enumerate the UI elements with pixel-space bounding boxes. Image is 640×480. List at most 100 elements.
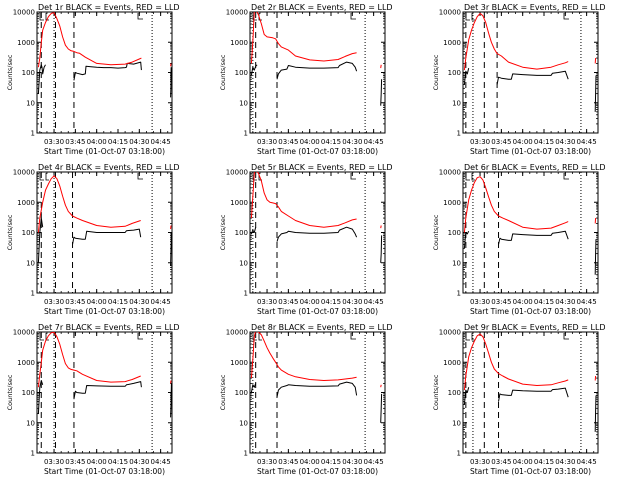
attenuator-bracket bbox=[465, 13, 475, 21]
x-tick-label: 04:15 bbox=[108, 298, 128, 306]
lld-series-line bbox=[463, 333, 569, 391]
detector-panel: Det 6r BLACK = Events, RED = LLD Counts/s… bbox=[432, 163, 606, 316]
x-tick-label: 04:30 bbox=[342, 298, 362, 306]
attenuator-bracket bbox=[39, 173, 49, 181]
y-axis-label: Counts/sec bbox=[219, 214, 227, 250]
x-tick-label: 04:30 bbox=[129, 138, 149, 146]
y-tick-label: 1000 bbox=[17, 39, 35, 47]
x-tick-label: 03:45 bbox=[491, 458, 511, 466]
y-tick-label: 10000 bbox=[226, 9, 248, 17]
x-tick-label: 04:00 bbox=[513, 138, 533, 146]
x-axis-label: Start Time (01-Oct-07 03:18:00) bbox=[257, 467, 378, 476]
chart-title: Det 5r BLACK = Events, RED = LLD bbox=[251, 163, 393, 172]
y-tick-label: 10000 bbox=[13, 169, 35, 177]
attenuator-bracket bbox=[563, 333, 569, 340]
y-tick-label: 1000 bbox=[443, 359, 461, 367]
x-tick-label: 03:45 bbox=[65, 458, 85, 466]
detector-panel: Det 5r BLACK = Events, RED = LLD Counts/s… bbox=[219, 163, 393, 316]
x-tick-label: 04:15 bbox=[534, 138, 554, 146]
x-tick-label: 03:30 bbox=[470, 298, 490, 306]
attenuator-bracket bbox=[39, 13, 49, 21]
events-series-line bbox=[463, 387, 470, 405]
x-tick-label: 04:15 bbox=[108, 458, 128, 466]
attenuator-bracket bbox=[563, 13, 569, 20]
attenuator-bracket bbox=[137, 13, 143, 20]
x-tick-label: 04:15 bbox=[321, 298, 341, 306]
x-tick-label: 04:45 bbox=[151, 298, 171, 306]
lld-series-line bbox=[250, 172, 357, 228]
x-tick-label: 03:45 bbox=[491, 298, 511, 306]
y-tick-label: 10 bbox=[452, 99, 461, 107]
y-axis-label: Counts/sec bbox=[219, 54, 227, 90]
x-axis-label: Start Time (01-Oct-07 03:18:00) bbox=[257, 307, 378, 316]
events-series-line bbox=[276, 381, 358, 398]
attenuator-bracket bbox=[465, 333, 475, 341]
y-tick-label: 100 bbox=[22, 229, 35, 237]
y-tick-label: 1 bbox=[457, 450, 461, 458]
lld-series-line bbox=[463, 12, 569, 71]
x-tick-label: 03:45 bbox=[65, 298, 85, 306]
chart-title: Det 2r BLACK = Events, RED = LLD bbox=[251, 3, 393, 12]
y-tick-label: 100 bbox=[235, 69, 248, 77]
y-tick-label: 1 bbox=[244, 290, 248, 298]
detector-panel: Det 9r BLACK = Events, RED = LLD Counts/s… bbox=[432, 323, 606, 476]
y-tick-label: 1000 bbox=[230, 39, 248, 47]
x-tick-label: 04:30 bbox=[342, 138, 362, 146]
x-tick-label: 04:30 bbox=[129, 298, 149, 306]
y-tick-label: 100 bbox=[22, 69, 35, 77]
x-tick-label: 04:00 bbox=[513, 298, 533, 306]
y-axis-label: Counts/sec bbox=[6, 54, 14, 90]
lld-series-line bbox=[37, 332, 141, 388]
lld-series-line bbox=[380, 64, 382, 69]
attenuator-bracket bbox=[563, 173, 569, 180]
chart-title: Det 9r BLACK = Events, RED = LLD bbox=[464, 323, 606, 332]
attenuator-bracket bbox=[465, 173, 475, 181]
y-tick-label: 10000 bbox=[439, 329, 461, 337]
events-series-line bbox=[170, 383, 172, 418]
events-series-line bbox=[594, 75, 597, 112]
x-axis-label: Start Time (01-Oct-07 03:18:00) bbox=[470, 147, 591, 156]
y-tick-label: 1 bbox=[31, 450, 35, 458]
x-tick-label: 04:45 bbox=[151, 138, 171, 146]
events-series-line bbox=[380, 393, 383, 423]
x-tick-label: 03:30 bbox=[44, 458, 64, 466]
attenuator-bracket bbox=[252, 333, 262, 341]
y-tick-label: 1 bbox=[457, 290, 461, 298]
y-tick-label: 1000 bbox=[17, 199, 35, 207]
y-tick-label: 10 bbox=[239, 99, 248, 107]
x-tick-label: 04:30 bbox=[342, 458, 362, 466]
x-tick-label: 04:00 bbox=[300, 458, 320, 466]
plot-frame bbox=[462, 331, 599, 454]
y-tick-label: 1000 bbox=[443, 199, 461, 207]
chart-title: Det 3r BLACK = Events, RED = LLD bbox=[464, 3, 606, 12]
events-series-line bbox=[463, 230, 470, 249]
chart-title: Det 4r BLACK = Events, RED = LLD bbox=[38, 163, 180, 172]
x-tick-label: 04:00 bbox=[87, 298, 107, 306]
x-tick-label: 04:45 bbox=[577, 138, 597, 146]
x-axis-label: Start Time (01-Oct-07 03:18:00) bbox=[470, 307, 591, 316]
events-series-line bbox=[276, 226, 358, 242]
y-axis-label: Counts/sec bbox=[6, 374, 14, 410]
y-tick-label: 100 bbox=[448, 229, 461, 237]
events-series-line bbox=[170, 67, 172, 98]
y-tick-label: 1000 bbox=[230, 199, 248, 207]
events-series-line bbox=[250, 64, 258, 76]
events-series-line bbox=[380, 79, 383, 106]
x-tick-label: 04:00 bbox=[300, 138, 320, 146]
events-series-line bbox=[73, 61, 142, 81]
y-tick-label: 100 bbox=[22, 389, 35, 397]
y-tick-label: 100 bbox=[235, 389, 248, 397]
detector-panel: Det 2r BLACK = Events, RED = LLD Counts/s… bbox=[219, 3, 393, 156]
y-tick-label: 1 bbox=[31, 130, 35, 138]
x-tick-label: 03:45 bbox=[278, 298, 298, 306]
chart-title: Det 1r BLACK = Events, RED = LLD bbox=[38, 3, 180, 12]
plot-frame bbox=[462, 11, 599, 134]
lld-series-line bbox=[37, 12, 142, 68]
x-tick-label: 04:45 bbox=[364, 458, 384, 466]
attenuator-bracket bbox=[350, 13, 356, 20]
x-tick-label: 03:45 bbox=[278, 138, 298, 146]
y-tick-label: 1 bbox=[244, 130, 248, 138]
y-tick-label: 10 bbox=[239, 419, 248, 427]
x-tick-label: 04:00 bbox=[87, 458, 107, 466]
x-tick-label: 04:30 bbox=[129, 458, 149, 466]
